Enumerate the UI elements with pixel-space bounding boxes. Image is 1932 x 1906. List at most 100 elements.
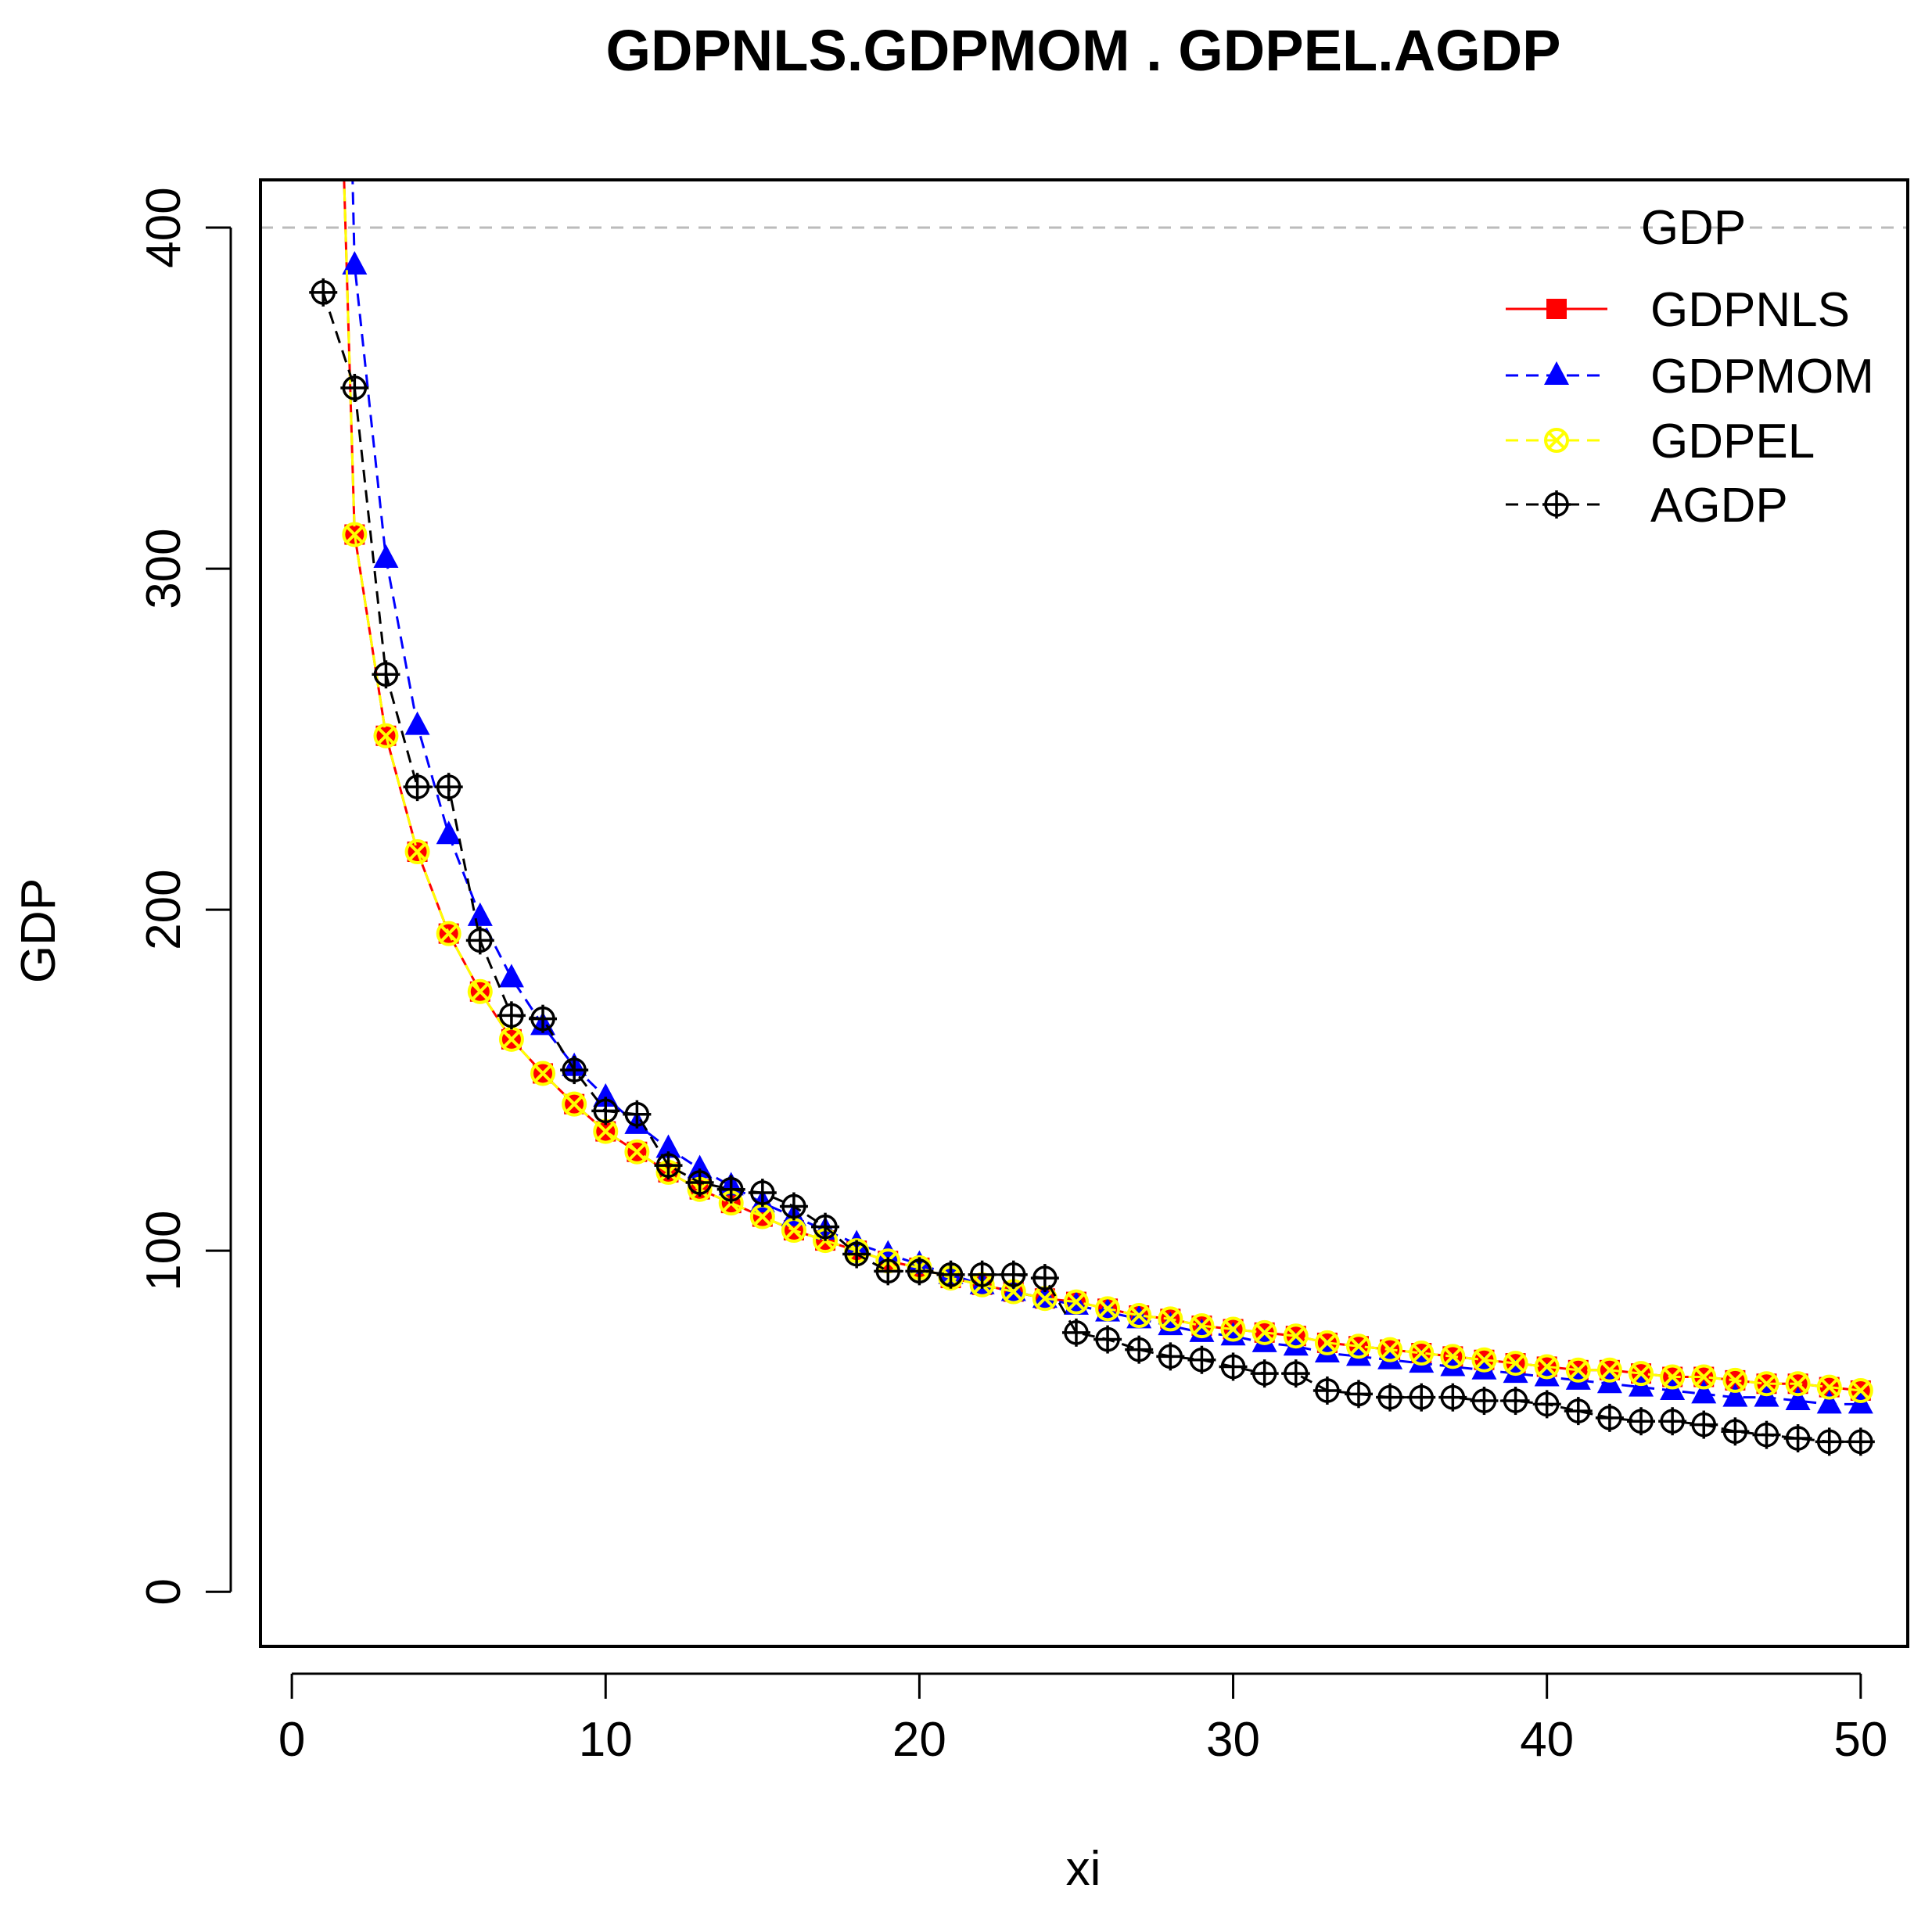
data-point-gdpel: [1754, 1371, 1779, 1397]
data-point-agdp: [497, 1001, 526, 1030]
data-point-gdpel: [1660, 1364, 1686, 1390]
legend-label: GDPEL: [1650, 415, 1815, 468]
legend-label: AGDP: [1650, 479, 1788, 533]
data-point-gdpel: [373, 723, 399, 748]
data-point-agdp: [372, 660, 400, 689]
legend-label: GDPNLS: [1650, 283, 1850, 337]
x-tick-label: 0: [278, 1713, 305, 1767]
data-point-gdpmom: [1691, 1380, 1717, 1404]
data-point-gdpmom: [1722, 1383, 1748, 1407]
data-point-agdp: [1125, 1335, 1154, 1364]
data-point-gdpmom: [1785, 1387, 1811, 1411]
data-point-gdpel: [1220, 1316, 1246, 1342]
data-point-gdpel: [1409, 1341, 1435, 1366]
data-point-agdp: [1721, 1417, 1750, 1446]
data-point-agdp: [1783, 1424, 1812, 1453]
x-tick-label: 30: [1206, 1713, 1260, 1767]
data-point-agdp: [1501, 1387, 1530, 1416]
y-tick-label: 100: [137, 1210, 191, 1290]
data-point-agdp: [1219, 1352, 1248, 1381]
data-point-gdpel: [1377, 1337, 1403, 1362]
data-point-agdp: [1250, 1359, 1279, 1388]
data-point-gdpel: [467, 978, 493, 1004]
data-point-agdp: [1093, 1325, 1122, 1354]
data-point-gdpel: [1565, 1357, 1591, 1383]
data-point-gdpmom: [1534, 1362, 1560, 1387]
data-point-gdpel: [498, 1026, 524, 1052]
y-axis: 0 100 200 300 400: [137, 187, 232, 1605]
data-point-gdpmom: [1000, 1277, 1026, 1301]
data-point-gdpel: [1848, 1377, 1873, 1403]
data-point-agdp: [560, 1056, 589, 1085]
data-point-agdp: [340, 373, 369, 402]
data-point-gdpmom: [498, 964, 524, 988]
legend-label: GDPMOM: [1650, 350, 1874, 404]
legend-marker: [1544, 361, 1569, 385]
data-point-gdpel: [1596, 1357, 1622, 1383]
y-tick-label: 200: [137, 869, 191, 949]
data-point-agdp: [1846, 1427, 1875, 1456]
data-point-agdp: [905, 1257, 934, 1286]
data-point-agdp: [1407, 1383, 1436, 1412]
legend-marker: [1546, 299, 1567, 319]
data-point-agdp: [1564, 1397, 1593, 1426]
data-point-agdp: [465, 926, 494, 955]
data-point-agdp: [654, 1151, 683, 1180]
data-point-gdpel: [624, 1139, 650, 1165]
data-point-agdp: [529, 1004, 558, 1033]
data-point-agdp: [1345, 1380, 1373, 1409]
x-axis-label: xi: [1066, 1842, 1101, 1896]
series-layer: [309, 180, 1875, 1456]
x-tick-label: 10: [579, 1713, 633, 1767]
plot-frame: [259, 178, 1909, 1648]
legend-item-gdpel: GDPEL: [1506, 415, 1815, 468]
data-point-agdp: [1061, 1318, 1090, 1347]
data-point-agdp: [1532, 1390, 1561, 1419]
data-point-gdpel: [1251, 1319, 1277, 1345]
data-point-gdpmom: [1283, 1332, 1309, 1356]
data-point-agdp: [403, 773, 432, 802]
y-tick-label: 0: [137, 1578, 191, 1605]
chart-title: GDPNLS.GDPMOM . GDPEL.AGDP: [605, 18, 1560, 83]
data-point-agdp: [1595, 1403, 1624, 1432]
data-point-agdp: [874, 1257, 903, 1286]
legend-marker: [1544, 428, 1569, 453]
data-point-gdpel: [1126, 1303, 1152, 1329]
data-point-gdpel: [1095, 1296, 1121, 1322]
data-point-gdpmom: [1503, 1359, 1528, 1384]
data-point-gdpmom: [467, 902, 493, 926]
data-point-gdpel: [342, 522, 368, 547]
data-point-agdp: [1438, 1383, 1467, 1412]
legend-item-gdpnls: GDPNLS: [1506, 283, 1850, 337]
data-point-gdpel: [1189, 1313, 1215, 1339]
data-point-agdp: [716, 1175, 745, 1204]
data-point-gdpel: [1063, 1289, 1089, 1315]
data-point-agdp: [842, 1240, 871, 1269]
legend-item-gdpmom: GDPMOM: [1506, 350, 1874, 404]
legend-item-agdp: AGDP: [1506, 479, 1788, 533]
data-point-gdpel: [404, 839, 430, 865]
x-tick-label: 50: [1833, 1713, 1887, 1767]
data-point-agdp: [591, 1097, 620, 1125]
data-point-agdp: [1752, 1420, 1781, 1449]
data-point-gdpmom: [875, 1240, 901, 1264]
data-point-agdp: [685, 1168, 714, 1197]
data-point-agdp: [1030, 1264, 1059, 1293]
data-point-gdpmom: [1314, 1339, 1340, 1362]
data-point-gdpel: [1691, 1364, 1717, 1390]
data-point-agdp: [999, 1260, 1028, 1289]
data-point-gdpmom: [342, 251, 368, 275]
data-point-gdpmom: [1346, 1342, 1371, 1366]
data-point-agdp: [1658, 1407, 1687, 1436]
data-point-agdp: [1376, 1383, 1405, 1412]
x-axis: 0 10 20 30 40 50: [278, 1672, 1887, 1767]
data-point-agdp: [1187, 1345, 1216, 1374]
data-point-gdpel: [1440, 1344, 1466, 1369]
data-point-gdpmom: [1377, 1345, 1403, 1369]
legend-marker: [1542, 490, 1571, 519]
data-point-gdpel: [562, 1091, 587, 1117]
data-point-gdpel: [1534, 1354, 1560, 1380]
data-point-agdp: [1815, 1427, 1844, 1456]
